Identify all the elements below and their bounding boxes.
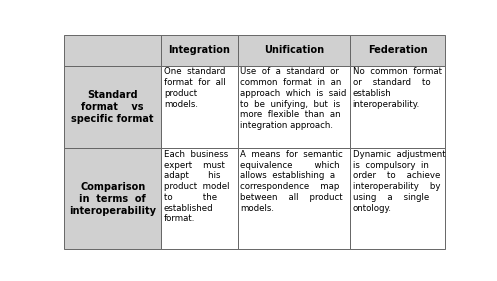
Bar bbox=[238, 66, 350, 148]
Bar bbox=[238, 35, 350, 66]
Bar bbox=[350, 35, 445, 66]
Bar bbox=[162, 148, 238, 249]
Text: Use  of  a  standard  or
common  format  in  an
approach  which  is  said
to  be: Use of a standard or common format in an… bbox=[240, 67, 346, 130]
Text: Dynamic  adjustment
is  compulsory  in
order    to    achieve
interoperability  : Dynamic adjustment is compulsory in orde… bbox=[353, 150, 445, 213]
Text: A  means  for  semantic
equivalence        which
allows  establishing  a
corresp: A means for semantic equivalence which a… bbox=[240, 150, 343, 213]
Text: No  common  format
or    standard    to
establish
interoperability.: No common format or standard to establis… bbox=[353, 67, 442, 109]
Text: Comparison
in  terms  of
interoperability: Comparison in terms of interoperability bbox=[69, 182, 156, 216]
Text: Each  business
expert    must
adapt       his
product  model
to           the
es: Each business expert must adapt his prod… bbox=[164, 150, 230, 223]
Bar bbox=[238, 148, 350, 249]
Bar bbox=[162, 66, 238, 148]
Bar bbox=[64, 148, 162, 249]
Bar bbox=[64, 35, 162, 66]
Bar bbox=[64, 66, 162, 148]
Text: One  standard
format  for  all
product
models.: One standard format for all product mode… bbox=[164, 67, 226, 109]
Bar bbox=[162, 35, 238, 66]
Text: Standard
format    vs
specific format: Standard format vs specific format bbox=[72, 90, 154, 124]
Text: Federation: Federation bbox=[368, 45, 427, 55]
Bar bbox=[350, 66, 445, 148]
Bar bbox=[350, 148, 445, 249]
Text: Unification: Unification bbox=[264, 45, 324, 55]
Text: Integration: Integration bbox=[168, 45, 230, 55]
